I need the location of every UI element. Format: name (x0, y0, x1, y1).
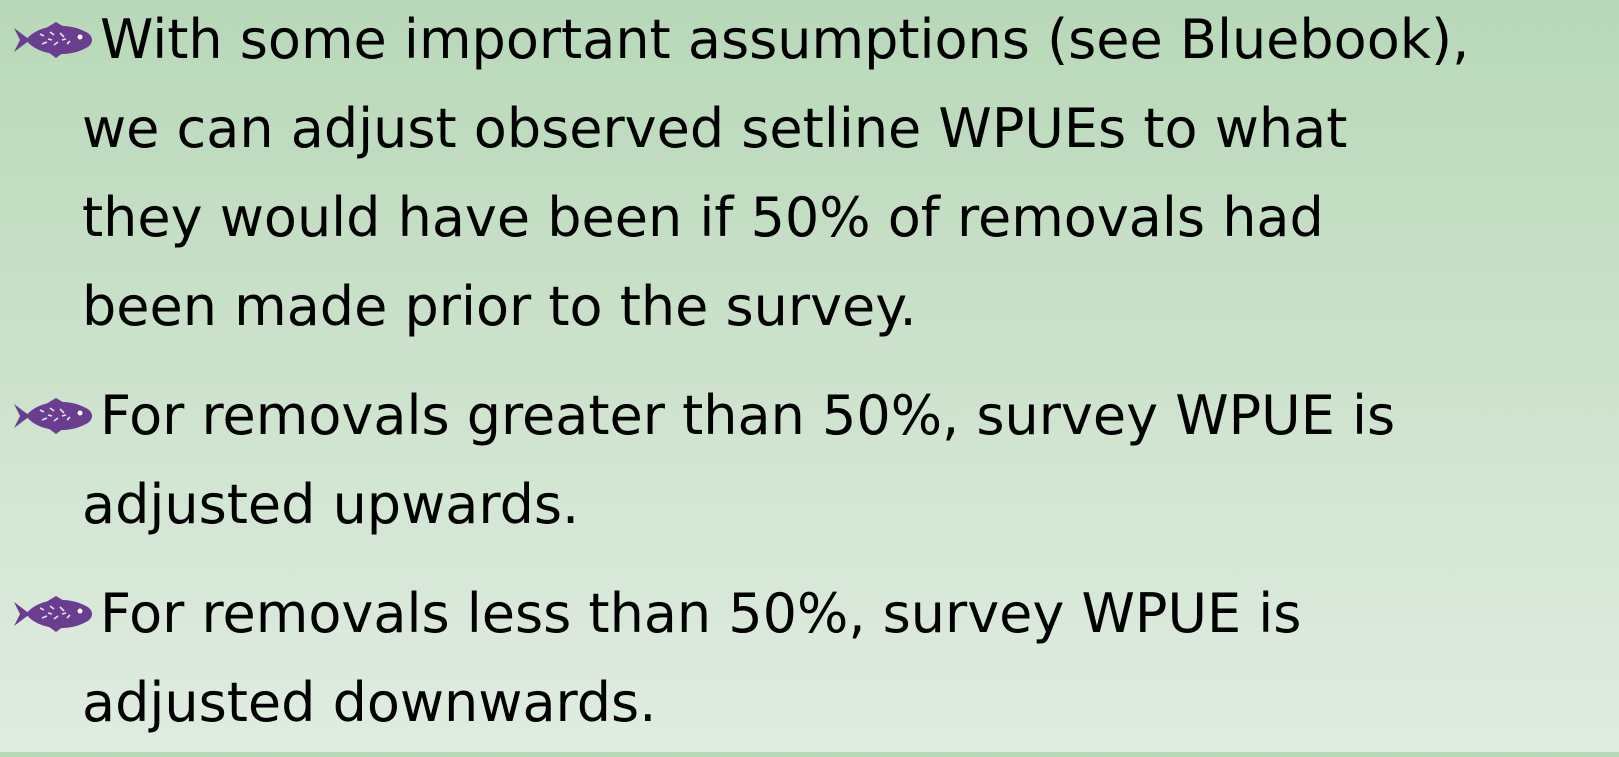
bullet: With some important assumptions (see Blu… (0, 0, 1619, 351)
bullet-icon (14, 596, 92, 632)
bullet-icon (14, 22, 92, 58)
bullet: For removals greater than 50%, survey WP… (0, 371, 1619, 549)
bullet-text: they would have been if 50% of removals … (82, 186, 1324, 249)
bullet-text: For removals less than 50%, survey WPUE … (100, 582, 1302, 645)
bullet: For removals less than 50%, survey WPUE … (0, 569, 1619, 747)
bullet-text: With some important assumptions (see Blu… (100, 8, 1470, 71)
bullet-icon (14, 398, 92, 434)
bullet-text: adjusted upwards. (82, 473, 580, 536)
bullet-text: we can adjust observed setline WPUEs to … (82, 97, 1348, 160)
bullet-text: adjusted downwards. (82, 671, 657, 734)
bullet-text: been made prior to the survey. (82, 275, 917, 338)
bullet-text: For removals greater than 50%, survey WP… (100, 384, 1396, 447)
